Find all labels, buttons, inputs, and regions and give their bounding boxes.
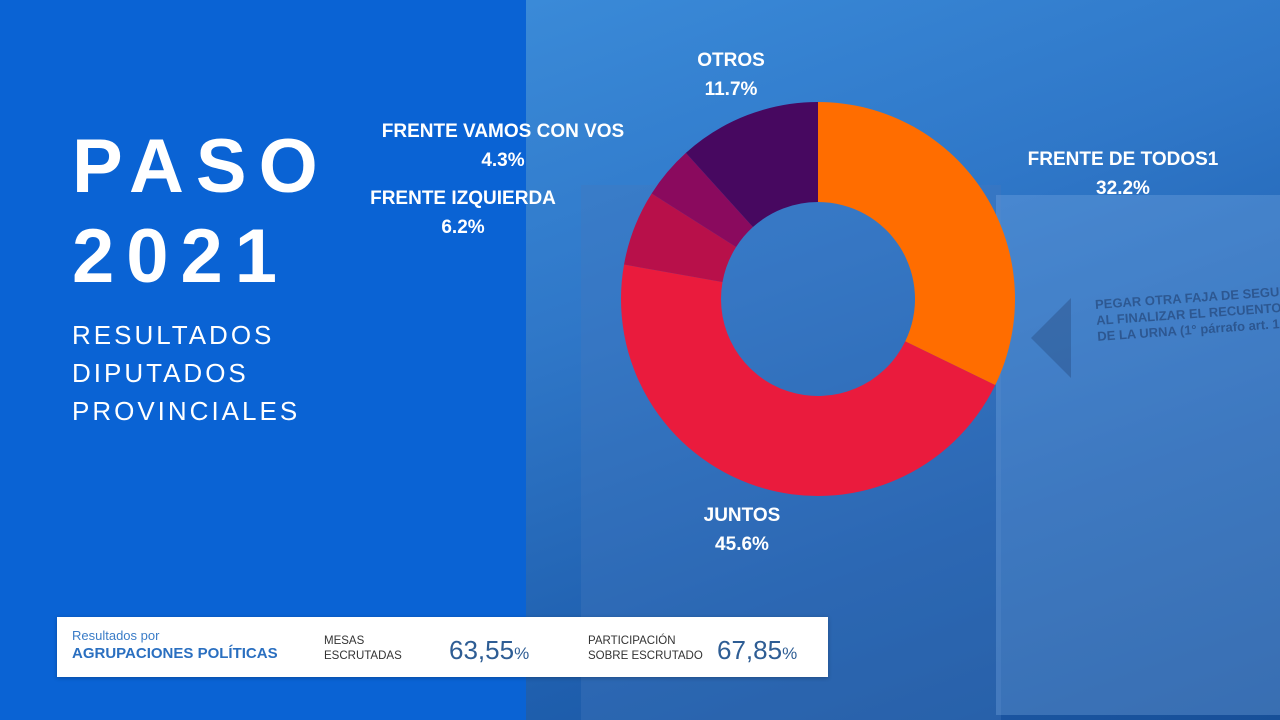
label-name: JUNTOS (703, 505, 781, 526)
results-prefix: Resultados por (72, 628, 160, 643)
results-bar: Resultados por AGRUPACIONES POLÍTICAS ME… (57, 617, 828, 677)
participacion-number: 67,85 (717, 635, 783, 665)
label-frente-izquierda: FRENTE IZQUIERDA 6.2% (370, 184, 556, 242)
left-panel (0, 0, 526, 720)
mesas-label: MESAS ESCRUTADAS (324, 634, 402, 664)
label-value: 32.2% (1096, 178, 1150, 199)
mesas-number: 63,55 (449, 635, 515, 665)
label-frente-de-todos: FRENTE DE TODOS1 32.2% (1028, 145, 1219, 203)
subtitle-line-1: RESULTADOS (72, 320, 275, 350)
title-paso: PASO (72, 124, 330, 209)
arrow-icon (1031, 298, 1071, 378)
label-juntos: JUNTOS 45.6% (704, 501, 781, 559)
label-name: FRENTE DE TODOS1 (1027, 149, 1219, 170)
subtitle-line-2: DIPUTADOS (72, 358, 249, 388)
participacion-label-line-2: SOBRE ESCRUTADO (588, 650, 703, 662)
donut-slice-otros (685, 101, 818, 228)
donut-slice-juntos (620, 264, 996, 497)
donut-slice-frente-izquierda (624, 193, 737, 283)
label-name: FRENTE VAMOS CON VOS (381, 121, 625, 142)
label-value: 6.2% (441, 217, 485, 238)
label-frente-vamos-con-vos: FRENTE VAMOS CON VOS 4.3% (382, 117, 624, 175)
subtitle-line-3: PROVINCIALES (72, 396, 301, 426)
label-otros: OTROS 11.7% (697, 46, 765, 104)
mesas-value: 63,55% (449, 635, 529, 666)
label-name: FRENTE IZQUIERDA (370, 188, 556, 209)
mesas-percent-sign: % (514, 644, 530, 663)
label-value: 45.6% (715, 534, 769, 555)
donut-slice-frente-de-todos1 (818, 102, 1016, 386)
ballot-box (996, 195, 1280, 715)
label-value: 4.3% (481, 150, 525, 171)
subtitle: RESULTADOS DIPUTADOS PROVINCIALES (72, 316, 300, 430)
participacion-value: 67,85% (717, 635, 797, 666)
label-value: 11.7% (704, 79, 758, 100)
results-title: AGRUPACIONES POLÍTICAS (72, 645, 278, 662)
donut-slice-frente-vamos-con-vos (651, 152, 753, 248)
title-year: 2021 (72, 214, 290, 299)
participacion-percent-sign: % (782, 644, 798, 663)
participacion-label-line-1: PARTICIPACIÓN (588, 635, 676, 647)
mesas-label-line-1: MESAS (324, 635, 365, 647)
mesas-label-line-2: ESCRUTADAS (324, 650, 402, 662)
label-name: OTROS (697, 50, 765, 71)
participacion-label: PARTICIPACIÓN SOBRE ESCRUTADO (588, 634, 703, 664)
